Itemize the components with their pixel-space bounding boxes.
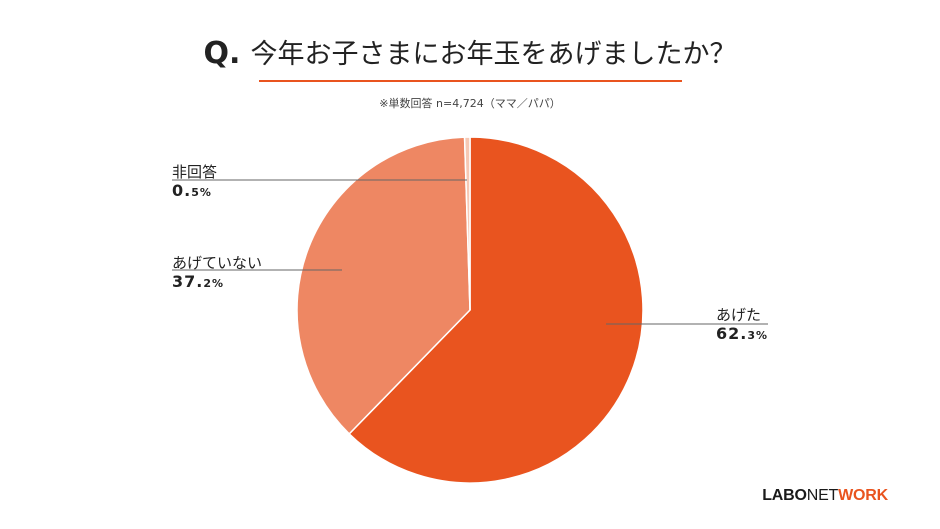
labonetwork-logo: LABONETWORK: [762, 487, 888, 505]
label-ageta: あげた 62.3%: [716, 306, 768, 346]
question-prefix: Q.: [203, 36, 241, 71]
label-ageteinai: あげていない 37.2%: [172, 254, 262, 294]
chart-title: Q. 今年お子さまにお年玉をあげましたか？: [0, 32, 940, 71]
slice-value: 37.2%: [172, 272, 225, 291]
logo-part-labo: LABO: [762, 487, 807, 504]
pie-slice: [296, 136, 471, 435]
slice-value: 62.3%: [716, 324, 769, 343]
pie-slice: [348, 136, 644, 484]
label-hikaito: 非回答 0.5%: [172, 163, 217, 203]
slice-value: 0.5%: [172, 181, 212, 200]
logo-part-net: NET: [806, 487, 839, 504]
question-text: 今年お子さまにお年玉をあげましたか？: [250, 39, 737, 70]
sample-note: ※単数回答 n=4,724（ママ／パパ）: [379, 97, 561, 110]
logo-part-work: WORK: [838, 487, 888, 504]
slice-label: あげた: [716, 306, 762, 324]
slice-label: 非回答: [172, 163, 218, 181]
slice-label: あげていない: [172, 254, 263, 272]
title-underline: [259, 80, 682, 82]
